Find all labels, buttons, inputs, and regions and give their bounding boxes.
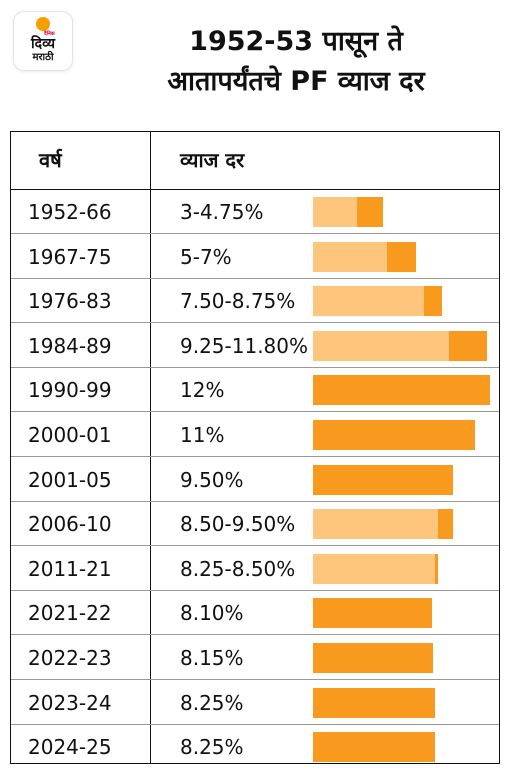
rate-cell: 12%	[180, 378, 225, 403]
title-line1: 1952-53 पासून ते	[189, 26, 403, 57]
rate-bar-high	[423, 286, 443, 317]
rate-bar	[313, 464, 454, 495]
row-divider	[11, 634, 499, 636]
divya-marathi-logo: दैनिक दिव्य मराठी	[14, 12, 72, 70]
rate-bar	[313, 643, 434, 673]
rate-bar-low	[313, 241, 387, 272]
rate-bar	[313, 420, 476, 450]
rate-bar	[313, 197, 384, 227]
logo-small-text: दैनिक	[44, 31, 55, 37]
table-row: 2024-25 8.25%	[11, 725, 499, 769]
header-rate: व्याज दर	[180, 148, 245, 172]
rate-bar	[313, 286, 443, 317]
row-divider	[11, 277, 499, 279]
table-row: 2011-21 8.25-8.50%	[11, 547, 499, 591]
table-row: 2023-24 8.25%	[11, 681, 499, 725]
rate-cell: 8.50-9.50%	[180, 512, 296, 537]
table-row: 2021-22 8.10%	[11, 591, 499, 636]
page-title: 1952-53 पासून ते आतापर्यंतचे PF व्याज दर	[90, 22, 502, 102]
table-row: 2001-05 9.50%	[11, 458, 499, 502]
year-cell: 1967-75	[28, 244, 112, 269]
rate-bar-high	[313, 598, 433, 629]
rate-bar	[313, 687, 435, 718]
year-cell: 1984-89	[28, 333, 112, 358]
rate-cell: 7.50-8.75%	[180, 289, 296, 314]
row-divider	[11, 233, 499, 234]
rate-bar	[313, 732, 435, 763]
row-divider	[11, 322, 499, 324]
row-divider	[11, 456, 499, 457]
rate-bar-low	[313, 197, 358, 227]
year-cell: 2000-01	[28, 423, 112, 447]
rate-bar	[313, 375, 490, 406]
rate-bar-high	[313, 732, 435, 763]
rate-cell: 5-7%	[180, 244, 232, 269]
year-cell: 2011-21	[28, 556, 112, 581]
rate-bar	[313, 330, 488, 361]
year-cell: 1952-66	[28, 200, 112, 224]
rate-bar-high	[313, 687, 435, 718]
row-divider	[11, 723, 499, 725]
rate-bar-low	[313, 286, 424, 317]
table-header: वर्ष व्याज दर	[11, 132, 499, 190]
year-cell: 2022-23	[28, 646, 112, 670]
rate-bar-low	[313, 330, 450, 361]
rate-cell: 8.15%	[180, 646, 244, 670]
row-divider	[11, 679, 499, 680]
rate-bar	[313, 241, 417, 272]
rate-cell: 9.50%	[180, 467, 244, 492]
year-cell: 1990-99	[28, 378, 112, 403]
year-cell: 2001-05	[28, 467, 112, 492]
rate-cell: 9.25-11.80%	[180, 333, 309, 358]
table-row: 1952-66 3-4.75%	[11, 190, 499, 234]
table-row: 1984-89 9.25-11.80%	[11, 324, 499, 368]
rate-bar-high	[438, 509, 454, 540]
year-cell: 1976-83	[28, 289, 112, 314]
row-divider	[11, 545, 499, 547]
year-cell: 2006-10	[28, 512, 112, 537]
rate-bar	[313, 553, 439, 584]
column-divider	[150, 132, 151, 763]
logo-line1: दिव्य	[31, 36, 55, 52]
row-divider	[11, 411, 499, 413]
rate-bar-high	[357, 197, 384, 227]
rate-bar-high	[313, 464, 454, 495]
sun-icon	[36, 17, 50, 31]
rate-bar-low	[313, 553, 435, 584]
row-divider	[11, 589, 499, 591]
rate-bar-high	[386, 241, 417, 272]
rate-cell: 8.10%	[180, 601, 244, 626]
year-cell: 2021-22	[28, 601, 112, 626]
rate-bar-high	[434, 553, 439, 584]
table-row: 1990-99 12%	[11, 368, 499, 413]
table-row: 2000-01 11%	[11, 413, 499, 457]
rate-cell: 8.25%	[180, 690, 244, 715]
rate-cell: 3-4.75%	[180, 200, 264, 224]
rate-cell: 8.25%	[180, 735, 244, 760]
table-row: 2022-23 8.15%	[11, 636, 499, 680]
table-row: 1967-75 5-7%	[11, 235, 499, 279]
rate-bar-high	[313, 643, 434, 673]
rate-bar	[313, 509, 454, 540]
rate-bar-low	[313, 509, 439, 540]
rate-cell: 11%	[180, 423, 225, 447]
logo-line2: मराठी	[32, 52, 54, 63]
header-year: वर्ष	[39, 148, 62, 172]
rate-bar-high	[449, 330, 488, 361]
rate-cell: 8.25-8.50%	[180, 556, 296, 581]
row-divider	[11, 500, 499, 502]
year-cell: 2024-25	[28, 735, 112, 760]
title-line2: आतापर्यंतचे PF व्याज दर	[167, 66, 425, 97]
pf-rate-table: वर्ष व्याज दर 1952-66 3-4.75% 1967-75 5-7% 1…	[10, 131, 500, 764]
rate-bar-high	[313, 375, 490, 406]
rate-bar	[313, 598, 433, 629]
table-row: 2006-10 8.50-9.50%	[11, 502, 499, 547]
table-row: 1976-83 7.50-8.75%	[11, 279, 499, 324]
row-divider	[11, 366, 499, 368]
rate-bar-high	[313, 420, 476, 450]
year-cell: 2023-24	[28, 690, 112, 715]
